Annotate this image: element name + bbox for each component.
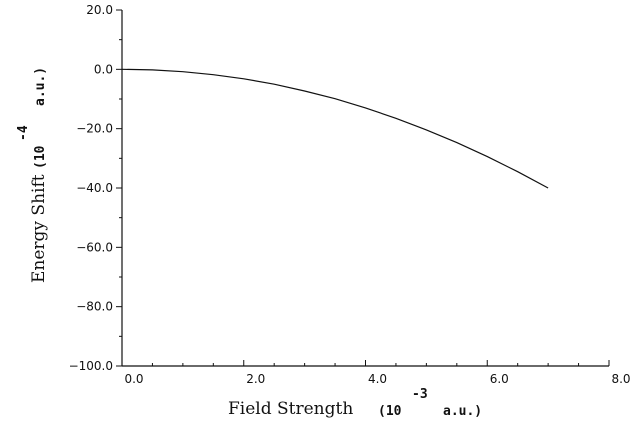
y-tick-label: −80.0: [76, 300, 113, 314]
y-axis-title-group: Energy Shift (10 -4 a.u.): [16, 67, 49, 283]
y-axis-unit-exponent: -4: [16, 125, 31, 141]
y-tick-label: −60.0: [76, 240, 113, 254]
x-tick-label: 8.0: [611, 372, 630, 386]
y-axis-unit-suffix: a.u.): [33, 67, 48, 106]
y-tick-label: 20.0: [86, 3, 113, 17]
x-axis-unit-prefix: (10: [378, 404, 402, 419]
y-axis-unit-prefix: (10: [33, 145, 48, 169]
x-tick-label: 4.0: [368, 372, 387, 386]
x-axis-ticks: 0.0 2.0 4.0 6.0 8.0: [121, 360, 631, 386]
x-tick-label: 0.0: [124, 372, 143, 386]
y-tick-label: −100.0: [69, 359, 113, 373]
y-tick-label: 0.0: [94, 62, 113, 76]
x-axis-unit-suffix: a.u.): [443, 404, 482, 419]
y-tick-label: −40.0: [76, 181, 113, 195]
x-axis-title: Field Strength: [228, 399, 353, 419]
x-axis-unit-exponent: -3: [412, 387, 428, 402]
y-axis-ticks: −100.0 −80.0 −60.0 −40.0 −20.0 0.0 20.0: [69, 3, 122, 373]
y-tick-label: −20.0: [76, 122, 113, 136]
y-axis-title: Energy Shift: [29, 174, 49, 283]
energy-shift-curve: [121, 68, 549, 189]
x-tick-label: 6.0: [490, 372, 509, 386]
x-tick-label: 2.0: [246, 372, 265, 386]
